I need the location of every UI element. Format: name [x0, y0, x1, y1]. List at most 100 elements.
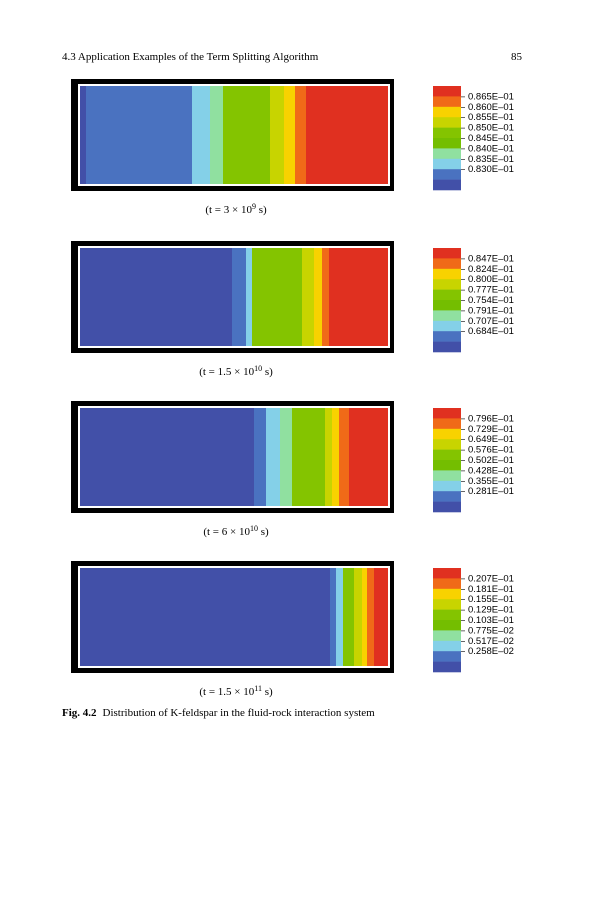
color-band [232, 248, 246, 346]
page-number: 85 [511, 51, 523, 63]
color-band [270, 86, 284, 184]
figure-caption: Fig. 4.2 Distribution of K-feldspar in th… [62, 707, 375, 719]
legend-swatch [433, 158, 461, 170]
legend-label: 0.502E–01 [468, 455, 514, 466]
legend-swatch [433, 96, 461, 108]
legend-swatch [433, 609, 461, 621]
color-band [254, 408, 266, 506]
legend-swatch [433, 86, 461, 97]
legend-label: 0.684E–01 [468, 326, 514, 337]
legend-swatch [433, 501, 461, 513]
figure-label: Fig. 4.2 [62, 707, 97, 719]
legend-label: 0.855E–01 [468, 112, 514, 123]
legend-swatch [433, 106, 461, 118]
color-band [223, 86, 270, 184]
legend-swatch [433, 480, 461, 492]
color-band [280, 408, 292, 506]
color-band [266, 408, 280, 506]
legend-swatch [433, 279, 461, 290]
legend-swatch [433, 320, 461, 332]
legend-swatch [433, 148, 461, 160]
legend-label: 0.775E–02 [468, 625, 514, 636]
legend-label: 0.796E–01 [468, 413, 514, 424]
legend-swatch [433, 491, 461, 502]
caption-base: (t = 1.5 × 10 [199, 366, 254, 378]
color-band [339, 408, 349, 506]
legend-swatch [433, 310, 461, 322]
color-band [246, 248, 252, 346]
panel-caption: (t = 6 × 1010 s) [203, 524, 269, 538]
legend-swatch [433, 138, 461, 149]
caption-base: (t = 6 × 10 [203, 526, 250, 538]
legend-swatch [433, 630, 461, 642]
caption-tail: s) [262, 366, 273, 378]
color-band [295, 86, 306, 184]
legend-label: 0.103E–01 [468, 615, 514, 626]
color-band [80, 568, 330, 666]
caption-base: (t = 3 × 10 [205, 204, 252, 216]
color-band [292, 408, 325, 506]
color-band [329, 248, 388, 346]
color-band [325, 408, 332, 506]
color-band [306, 86, 388, 184]
legend-swatch [433, 341, 461, 353]
color-band [80, 248, 232, 346]
legend-label: 0.850E–01 [468, 123, 514, 134]
legend-swatch [433, 169, 461, 180]
legend-label: 0.281E–01 [468, 486, 514, 497]
legend-label: 0.800E–01 [468, 274, 514, 285]
legend-swatch [433, 300, 461, 311]
legend-label: 0.129E–01 [468, 605, 514, 616]
legend-label: 0.845E–01 [468, 133, 514, 144]
legend-label: 0.847E–01 [468, 253, 514, 264]
color-band [367, 568, 374, 666]
legend-swatch [433, 439, 461, 450]
color-band [210, 86, 223, 184]
legend-label: 0.576E–01 [468, 445, 514, 456]
legend-label: 0.181E–01 [468, 584, 514, 595]
legend-swatch [433, 651, 461, 662]
color-band [314, 248, 322, 346]
legend-swatch [433, 268, 461, 280]
legend-swatch [433, 599, 461, 610]
legend-swatch [433, 127, 461, 139]
legend-swatch [433, 258, 461, 270]
legend-swatch [433, 428, 461, 440]
color-band [86, 86, 192, 184]
legend-swatch [433, 418, 461, 430]
legend-swatch [433, 568, 461, 579]
legend-swatch [433, 248, 461, 259]
color-band [192, 86, 210, 184]
legend-label: 0.707E–01 [468, 316, 514, 327]
caption-exponent: 10 [254, 364, 262, 373]
legend-label: 0.517E–02 [468, 636, 514, 647]
legend-swatch [433, 179, 461, 191]
color-band [349, 408, 388, 506]
legend-swatch [433, 117, 461, 128]
caption-exponent: 10 [250, 524, 258, 533]
color-band [336, 568, 343, 666]
legend-label: 0.824E–01 [468, 264, 514, 275]
legend-swatch [433, 661, 461, 673]
running-header: 4.3 Application Examples of the Term Spl… [62, 51, 319, 63]
caption-tail: s) [262, 686, 273, 698]
legend-label: 0.649E–01 [468, 434, 514, 445]
legend-label: 0.428E–01 [468, 465, 514, 476]
color-band [343, 568, 354, 666]
caption-base: (t = 1.5 × 10 [199, 686, 254, 698]
legend-swatch [433, 470, 461, 482]
legend-label: 0.777E–01 [468, 285, 514, 296]
legend-swatch [433, 640, 461, 652]
legend-label: 0.207E–01 [468, 573, 514, 584]
legend-swatch [433, 331, 461, 342]
legend-label: 0.355E–01 [468, 476, 514, 487]
color-band [374, 568, 388, 666]
legend-swatch [433, 408, 461, 419]
color-band [362, 568, 367, 666]
legend-swatch [433, 449, 461, 461]
panel-caption: (t = 1.5 × 1010 s) [199, 364, 273, 378]
legend-label: 0.830E–01 [468, 164, 514, 175]
caption-exponent: 9 [252, 202, 256, 211]
panel-caption: (t = 1.5 × 1011 s) [199, 684, 273, 698]
